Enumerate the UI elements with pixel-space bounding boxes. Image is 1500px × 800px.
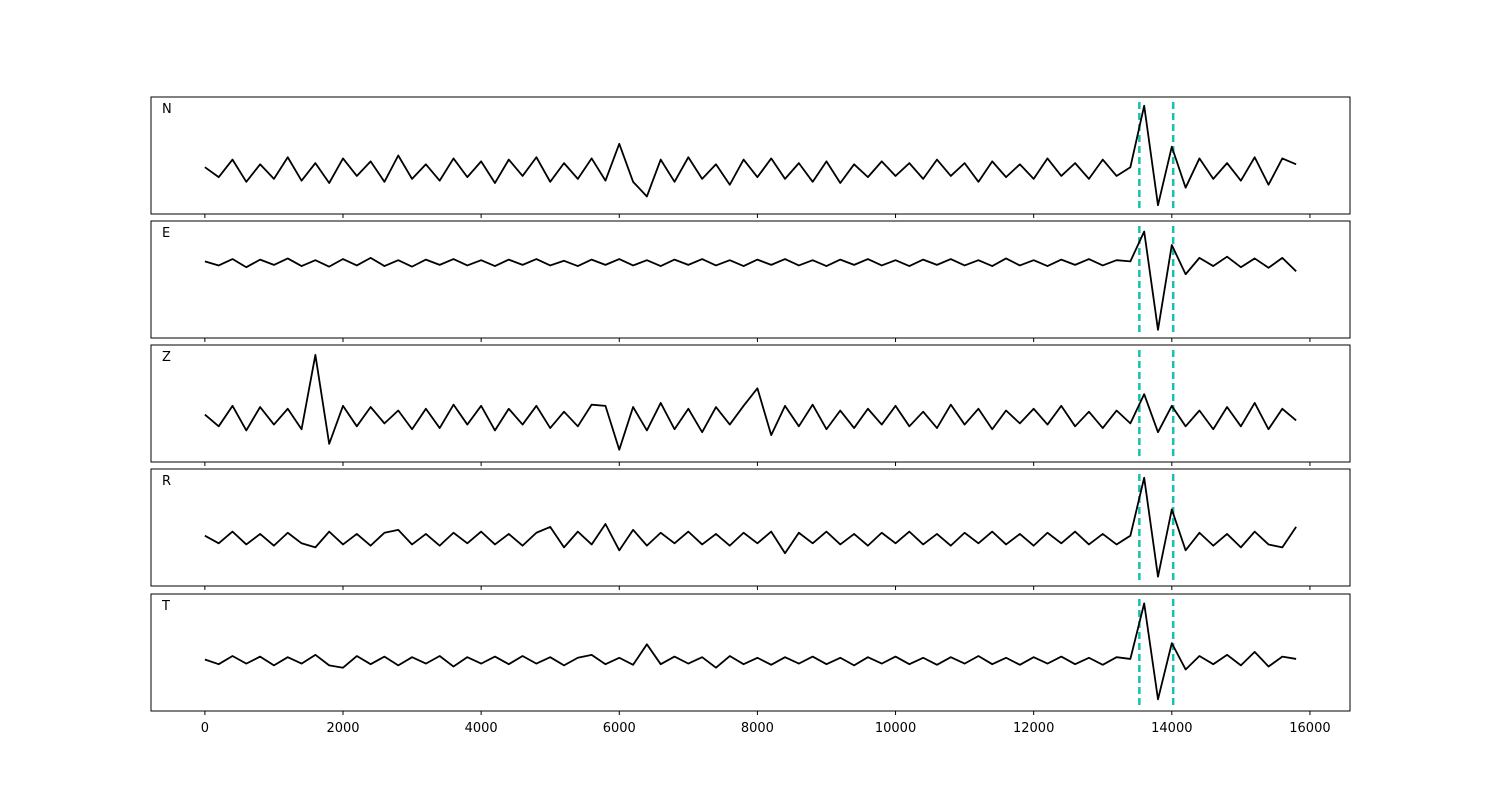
panel-frame (150, 344, 1351, 463)
panel-frame (150, 468, 1351, 587)
waveform (204, 476, 1297, 578)
panel-label: R (162, 474, 171, 489)
x-tick-label: 2000 (326, 721, 359, 736)
panel-frame (150, 96, 1351, 215)
panel-label: E (162, 226, 170, 241)
panel-frame (150, 220, 1351, 339)
x-tick-label: 16000 (1289, 721, 1330, 736)
panel-label: N (162, 102, 172, 117)
x-tick-label: 8000 (741, 721, 774, 736)
panel-label: Z (162, 350, 171, 365)
panel-frame (150, 593, 1351, 712)
x-tick-label: 12000 (1013, 721, 1054, 736)
x-tick-label: 0 (201, 721, 209, 736)
waveform (204, 602, 1297, 701)
waveform (204, 104, 1297, 207)
x-tick-label: 14000 (1151, 721, 1192, 736)
panel-label: T (161, 599, 170, 614)
x-tick-label: 6000 (603, 721, 636, 736)
waveform (204, 230, 1297, 331)
waveform (204, 354, 1297, 451)
x-tick-label: 4000 (465, 721, 498, 736)
x-tick-label: 10000 (875, 721, 916, 736)
